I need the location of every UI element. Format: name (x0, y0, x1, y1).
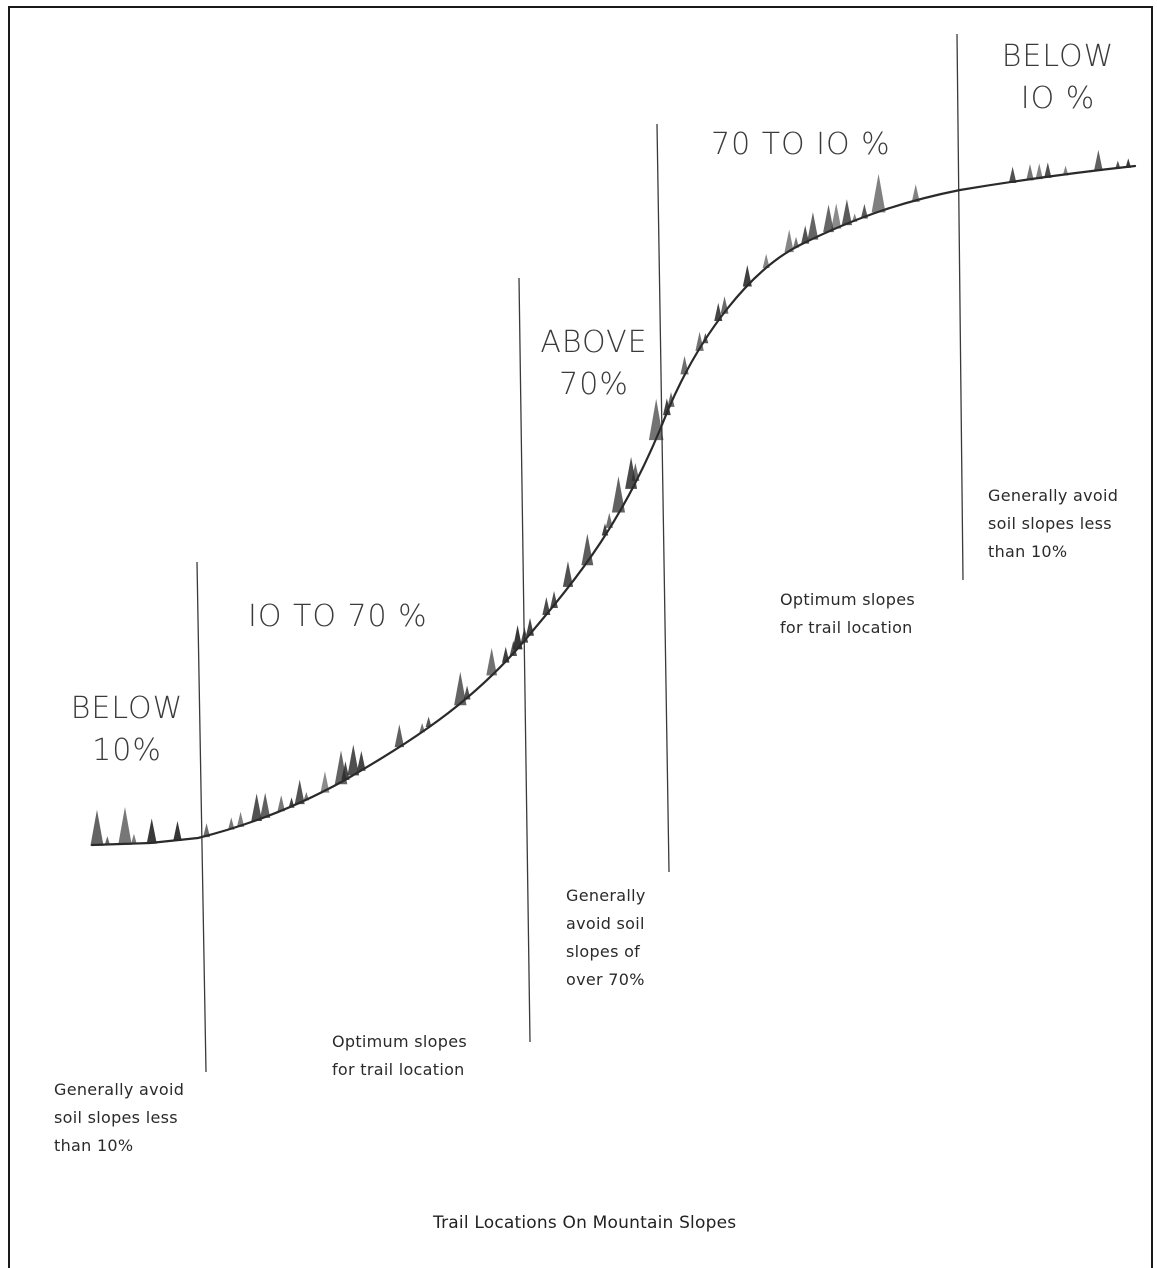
tree-icon (784, 229, 794, 253)
zone-1-range-label: BELOW 10% (70, 691, 184, 768)
tree-cluster (90, 149, 1132, 846)
tree-icon (1125, 158, 1132, 168)
tree-icon (1026, 163, 1034, 181)
tree-icon (419, 723, 425, 733)
tree-icon (762, 253, 770, 268)
tree-icon (228, 817, 235, 830)
tree-icon (1035, 163, 1043, 180)
tree-icon (146, 818, 157, 844)
tree-icon (695, 331, 704, 351)
zone-5-note: Generally avoid soil slopes less than 10… (988, 486, 1119, 561)
tree-icon (357, 750, 366, 771)
figure-caption: Trail Locations On Mountain Slopes (433, 1213, 737, 1233)
zone-5-range-label: BELOW IO % (1001, 39, 1115, 116)
tree-icon (852, 213, 858, 222)
tree-icon (631, 462, 640, 481)
tree-icon (277, 795, 285, 812)
tree-icon (860, 203, 868, 219)
tree-icon (702, 332, 709, 344)
tree-icon (130, 833, 137, 845)
zone-divider-3 (656, 123, 670, 873)
tree-icon (454, 671, 467, 706)
tree-icon (807, 212, 819, 240)
tree-icon (90, 809, 104, 846)
tree-icon (871, 173, 886, 213)
tree-icon (1115, 160, 1121, 169)
tree-icon (793, 236, 800, 248)
tree-icon (601, 523, 609, 536)
tree-icon (1062, 165, 1069, 176)
zone-divider-4 (956, 33, 964, 581)
zone-4-note: Optimum slopes for trail location (780, 590, 915, 637)
figure-frame (8, 6, 1153, 1268)
tree-icon (341, 761, 350, 780)
tree-icon (714, 302, 723, 321)
tree-icon (605, 512, 613, 528)
zone-3-range-label: ABOVE 70% (540, 325, 648, 402)
tree-icon (502, 646, 510, 663)
zone-2-range-label: IO TO 70 % (248, 599, 428, 634)
zone-1-note: Generally avoid soil slopes less than 10… (54, 1080, 185, 1155)
tree-icon (801, 225, 810, 244)
tree-icon (625, 456, 638, 489)
tree-icon (294, 779, 305, 805)
zone-2-note: Optimum slopes for trail location (332, 1032, 467, 1079)
tree-icon (203, 823, 211, 838)
tree-icon (512, 625, 523, 650)
tree-icon (394, 724, 405, 748)
tree-icon (841, 199, 852, 226)
tree-icon (520, 627, 529, 643)
tree-icon (680, 355, 689, 375)
tree-icon (104, 836, 111, 846)
tree-icon (720, 296, 729, 314)
tree-icon (251, 793, 263, 821)
tree-icon (303, 791, 310, 801)
tree-icon (463, 685, 471, 700)
tree-icon (911, 184, 920, 202)
tree-icon (648, 398, 664, 441)
tree-icon (486, 647, 498, 676)
tree-icon (742, 264, 752, 287)
tree-icon (1044, 162, 1052, 178)
tree-icon (1008, 166, 1017, 183)
tree-icon (581, 533, 594, 566)
tree-icon (288, 797, 295, 808)
tree-icon (542, 597, 551, 615)
tree-icon (831, 203, 842, 229)
zone-divider-2 (518, 277, 531, 1043)
zone-4-range-label: 70 TO IO % (711, 127, 891, 162)
tree-icon (611, 476, 626, 513)
tree-icon (667, 391, 675, 407)
tree-icon (823, 204, 834, 233)
tree-icon (663, 398, 671, 416)
zone-divider-1 (196, 561, 207, 1073)
tree-icon (236, 811, 245, 827)
tree-icon (1093, 149, 1103, 171)
zone-3-note: Generally avoid soil slopes of over 70% (566, 886, 646, 989)
tree-icon (550, 591, 558, 609)
tree-icon (347, 744, 360, 776)
tree-icon (260, 792, 271, 818)
tree-icon (320, 771, 330, 793)
tree-icon (562, 561, 574, 587)
tree-icon (425, 716, 432, 728)
tree-icon (526, 617, 535, 636)
tree-icon (173, 820, 182, 841)
tree-icon (118, 807, 132, 845)
